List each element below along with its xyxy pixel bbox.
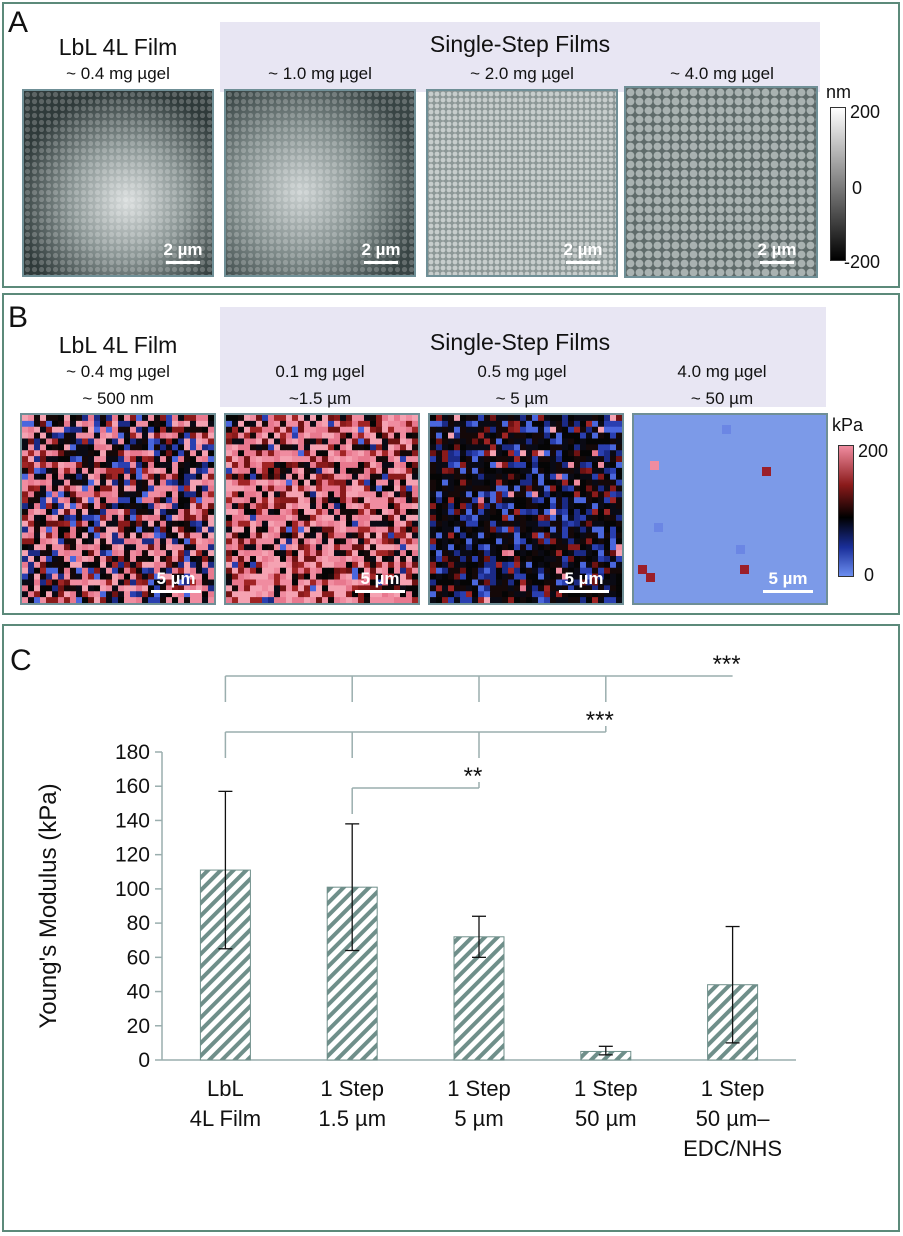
lbl-film-title: LbL 4L Film [58,332,178,358]
height-colorbar [830,107,846,261]
y-tick-label: 80 [127,912,150,935]
y-tick-label: 140 [115,809,150,832]
thickness-label: ~ 500 nm [82,389,154,408]
colorbar-mid: 0 [852,178,863,198]
category-label: 50 µm [575,1106,637,1131]
single-step-title: Single-Step Films [429,329,611,355]
y-axis-label: Young's Modulus (kPa) [35,783,62,1028]
y-tick-label: 60 [127,946,150,969]
scale-bar: 5 µm [556,569,612,593]
scale-bar: 5 µm [352,569,408,593]
category-label: 5 µm [454,1106,503,1131]
category-label: 4L Film [190,1106,261,1131]
colorbar-min: 0 [864,565,875,585]
amount-label: ~ 2.0 mg µgel [470,64,574,83]
panel-b-letter: B [8,301,29,334]
modulus-map [428,413,624,605]
y-tick-label: 20 [127,1015,150,1038]
category-label: 50 µm– [696,1106,771,1131]
y-tick-label: 160 [115,775,150,798]
category-label: EDC/NHS [683,1136,782,1161]
panel-a: A Single-Step Films LbL 4L Film ~ 0.4 mg… [2,2,900,288]
modulus-colorbar [838,445,854,577]
panel-c: C 0 20 40 60 80 100 120 140 160 180 Young's Modulu… [2,624,900,1232]
category-label: 1 Step [447,1076,511,1101]
single-step-title: Single-Step Films [429,31,611,57]
amount-label: 0.5 mg µgel [477,362,567,381]
y-tick-label: 40 [127,981,150,1004]
panel-a-letter: A [8,6,29,39]
significance-label: *** [713,651,741,678]
y-tick-label: 0 [138,1049,150,1072]
modulus-map [20,413,216,605]
colorbar-max: 200 [850,102,881,122]
single-step-band [220,22,820,92]
panel-b: B Single-Step Films LbL 4L Film ~ 0.4 mg… [2,293,900,615]
amount-label: ~ 4.0 mg µgel [670,64,774,83]
panel-c-letter: C [10,644,32,677]
afm-height-image [624,86,818,278]
colorbar-max: 200 [858,441,889,461]
amount-label: 4.0 mg µgel [677,362,767,381]
modulus-map [224,413,420,605]
amount-label: ~ 0.4 mg µgel [66,64,170,83]
colorbar-min: -200 [844,252,881,272]
scale-bar: 5 µm [148,569,204,593]
modulus-map [632,413,828,605]
single-step-band [220,307,826,407]
scale-bar: 2 µm [162,240,204,264]
colorbar-unit: kPa [832,415,864,435]
scale-bar: 2 µm [756,240,798,264]
scale-bar: 2 µm [562,240,604,264]
youngs-modulus-chart: 0 20 40 60 80 100 120 140 160 180 Young's Modulus … [35,651,796,1161]
thickness-label: ~ 5 µm [495,389,549,408]
category-label: 1 Step [320,1076,384,1101]
thickness-label: ~ 50 µm [690,389,754,408]
amount-label: 0.1 mg µgel [275,362,365,381]
afm-height-image [224,89,416,277]
significance-label: *** [586,707,614,734]
category-label: 1 Step [574,1076,638,1101]
afm-height-image [22,89,214,277]
lbl-film-title: LbL 4L Film [58,34,178,60]
amount-label: ~ 0.4 mg µgel [66,362,170,381]
category-label: 1 Step [701,1076,765,1101]
scale-bar: 5 µm [760,569,816,593]
scale-bar: 2 µm [360,240,402,264]
significance-label: ** [464,763,483,790]
y-tick-label: 100 [115,878,150,901]
y-tick-label: 120 [115,844,150,867]
afm-height-image [426,89,618,277]
thickness-label: ~1.5 µm [288,389,352,408]
colorbar-unit: nm [826,82,852,102]
category-label: LbL [207,1076,244,1101]
category-label: 1.5 µm [318,1106,386,1131]
y-tick-label: 180 [115,741,150,764]
amount-label: ~ 1.0 mg µgel [268,64,372,83]
